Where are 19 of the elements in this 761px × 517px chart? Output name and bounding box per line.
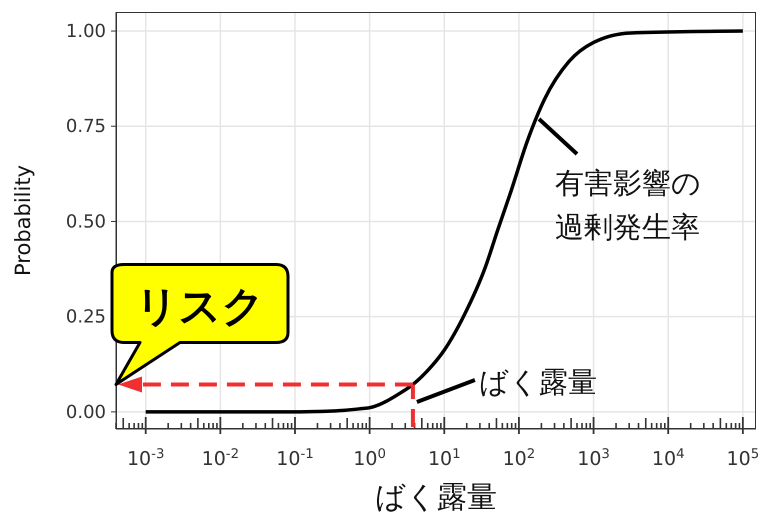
x-tick-label: 10$^{-1}$ [276, 446, 314, 470]
y-tick-label: 1.00 [66, 21, 106, 42]
ref-line-label: リスク [136, 281, 264, 330]
y-tick-label: 0.50 [66, 211, 106, 232]
x-tick-label: 10$^{-3}$ [126, 446, 164, 470]
x-tick-label: 10$^{1}$ [428, 446, 461, 470]
x-tick-label: 10$^{-2}$ [202, 446, 240, 470]
y-axis-title: Probability [11, 164, 35, 276]
x-tick-label: 10$^{5}$ [726, 446, 760, 470]
y-tick-label: 0.75 [66, 116, 106, 138]
ref-line-label: ばく露量 [478, 365, 597, 399]
x-tick-label: 10$^{4}$ [652, 446, 685, 470]
x-tick-label: 10$^{2}$ [502, 446, 536, 470]
annotation: 有害影響の過剰発生率 [555, 166, 701, 244]
y-tick-label: 0.00 [66, 402, 106, 423]
x-tick-label: 10$^{3}$ [577, 446, 610, 470]
x-axis-title: ばく露量 [375, 480, 497, 515]
y-tick-label: 0.25 [66, 306, 106, 328]
x-tick-label: 10$^{0}$ [353, 446, 386, 470]
